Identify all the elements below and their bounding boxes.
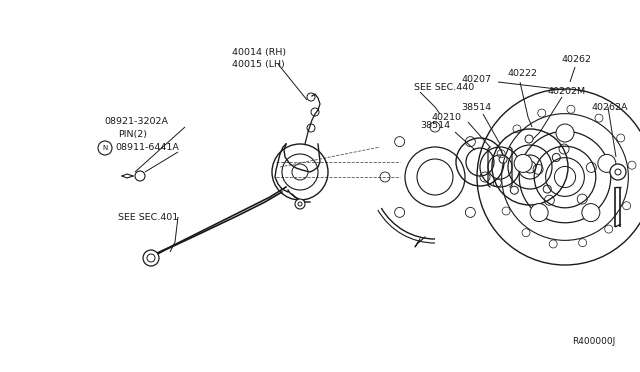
- Text: 40202M: 40202M: [548, 87, 586, 96]
- Text: 40014 (RH): 40014 (RH): [232, 48, 286, 57]
- Circle shape: [514, 154, 532, 172]
- Text: 40262: 40262: [562, 55, 592, 64]
- Text: 40210: 40210: [432, 112, 462, 122]
- Circle shape: [530, 203, 548, 222]
- Text: N: N: [102, 145, 108, 151]
- Text: R400000J: R400000J: [572, 337, 615, 346]
- Text: 08921-3202A: 08921-3202A: [104, 118, 168, 126]
- Circle shape: [135, 171, 145, 181]
- Circle shape: [143, 250, 159, 266]
- Circle shape: [510, 186, 518, 194]
- Text: 40207: 40207: [461, 74, 491, 83]
- Circle shape: [525, 135, 533, 143]
- Circle shape: [610, 164, 626, 180]
- Circle shape: [543, 185, 551, 193]
- Text: 40015 (LH): 40015 (LH): [232, 60, 285, 68]
- Circle shape: [295, 199, 305, 209]
- Text: 40222: 40222: [507, 70, 537, 78]
- Circle shape: [598, 154, 616, 172]
- Text: 40262A: 40262A: [592, 103, 628, 112]
- Text: SEE SEC.440: SEE SEC.440: [414, 83, 474, 92]
- Text: 38514: 38514: [461, 103, 491, 112]
- Circle shape: [582, 203, 600, 222]
- Text: 08911-6441A: 08911-6441A: [115, 144, 179, 153]
- Text: SEE SEC.401: SEE SEC.401: [118, 212, 179, 221]
- Circle shape: [499, 155, 507, 163]
- Text: PIN(2): PIN(2): [118, 129, 147, 138]
- Circle shape: [556, 124, 574, 142]
- Text: 38514: 38514: [420, 122, 450, 131]
- Circle shape: [552, 153, 560, 161]
